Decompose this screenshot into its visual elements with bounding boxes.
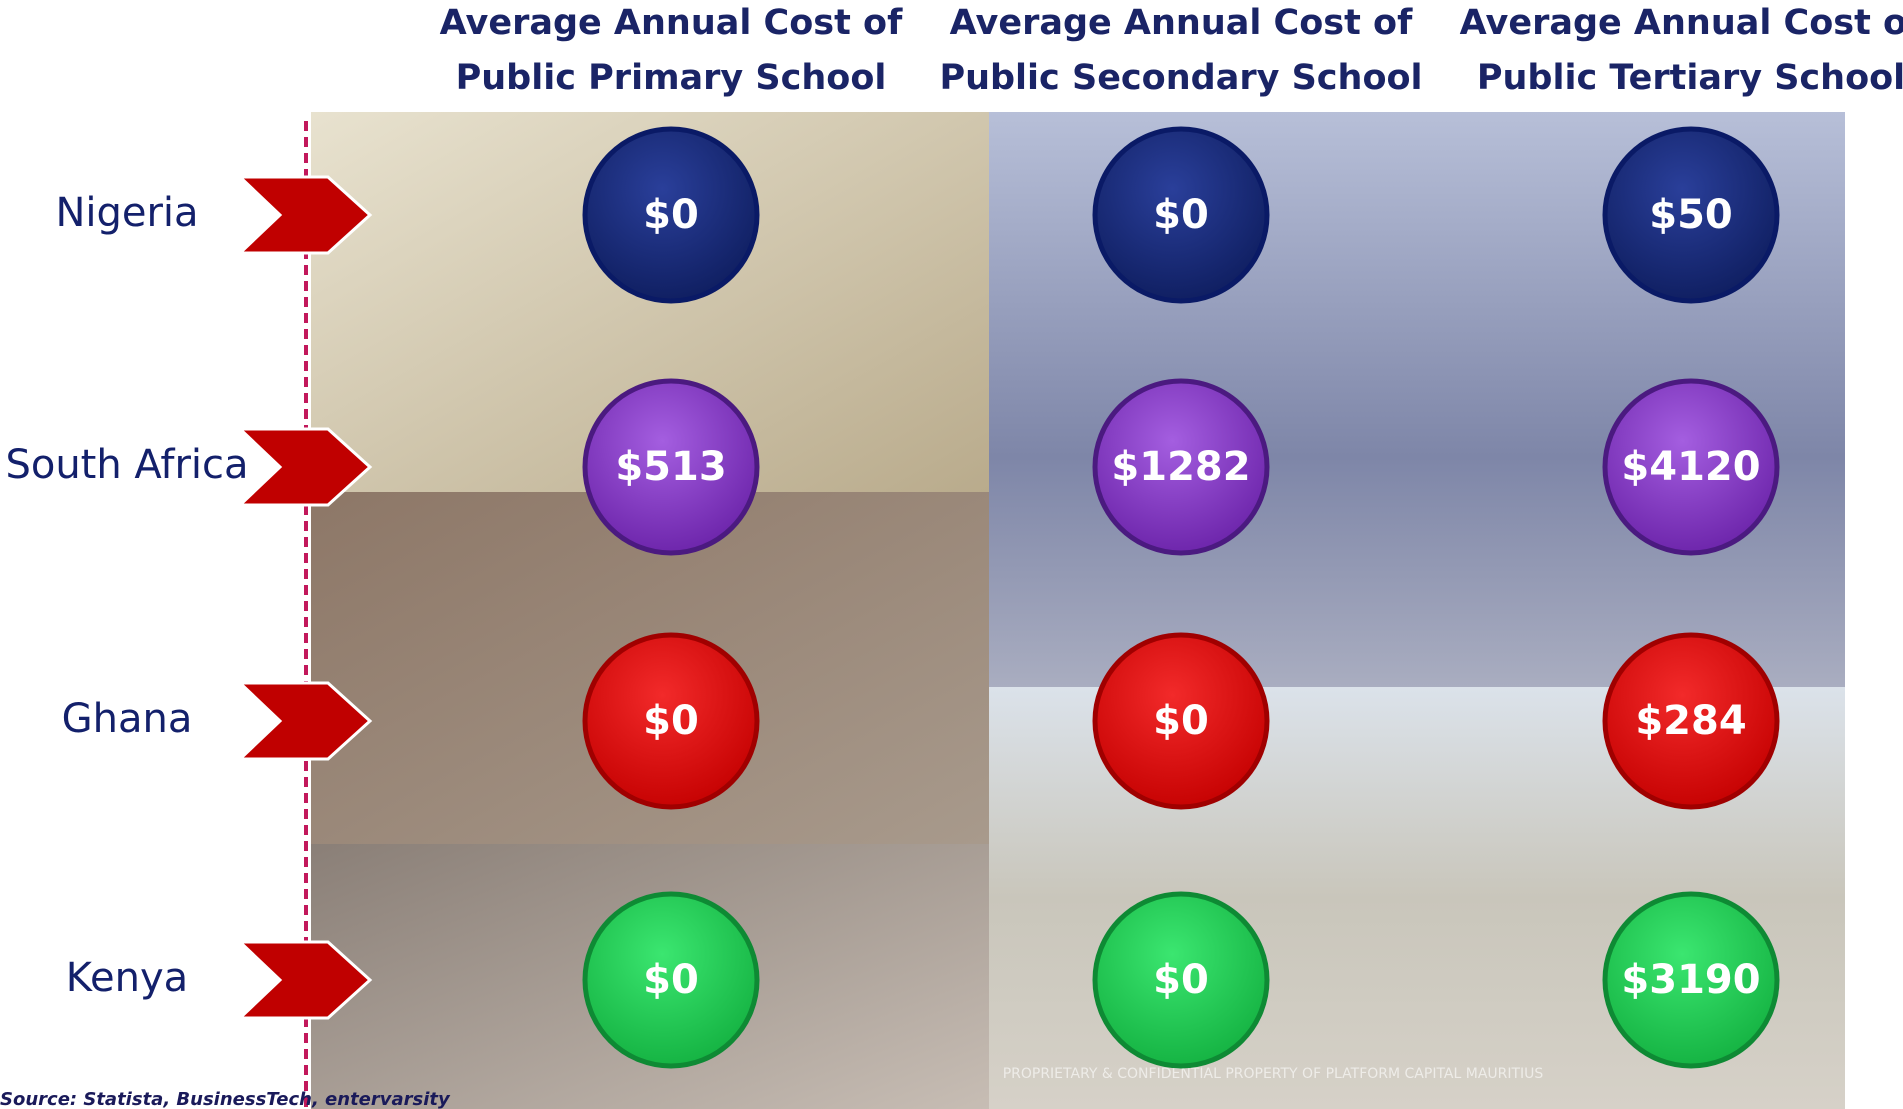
cost-value: $0 xyxy=(643,957,699,1003)
country-label: Ghana xyxy=(62,696,193,742)
cost-value: $50 xyxy=(1649,192,1733,238)
cost-value: $3190 xyxy=(1621,957,1760,1003)
column-header: Public Tertiary School xyxy=(1477,58,1903,98)
cost-value: $0 xyxy=(643,192,699,238)
country-label: Kenya xyxy=(66,955,188,1001)
column-header: Public Secondary School xyxy=(939,58,1422,98)
country-label: South Africa xyxy=(5,442,248,488)
column-header: Average Annual Cost of xyxy=(440,3,903,43)
cost-value: $0 xyxy=(1153,192,1209,238)
cost-value: $0 xyxy=(1153,957,1209,1003)
cost-value: $513 xyxy=(615,444,726,490)
cost-value: $1282 xyxy=(1111,444,1250,490)
cost-value: $4120 xyxy=(1621,444,1760,490)
watermark: PROPRIETARY & CONFIDENTIAL PROPERTY OF P… xyxy=(1003,1066,1544,1082)
cost-value: $284 xyxy=(1635,698,1746,744)
column-header: Average Annual Cost of xyxy=(1460,3,1903,43)
cost-value: $0 xyxy=(1153,698,1209,744)
infographic: PROPRIETARY & CONFIDENTIAL PROPERTY OF P… xyxy=(0,0,1903,1109)
column-header: Public Primary School xyxy=(456,58,887,98)
column-header: Average Annual Cost of xyxy=(950,3,1413,43)
source-note: Source: Statista, BusinessTech, entervar… xyxy=(0,1089,451,1109)
cost-value: $0 xyxy=(643,698,699,744)
country-label: Nigeria xyxy=(55,190,198,236)
page: PROPRIETARY & CONFIDENTIAL PROPERTY OF P… xyxy=(0,0,1903,1109)
